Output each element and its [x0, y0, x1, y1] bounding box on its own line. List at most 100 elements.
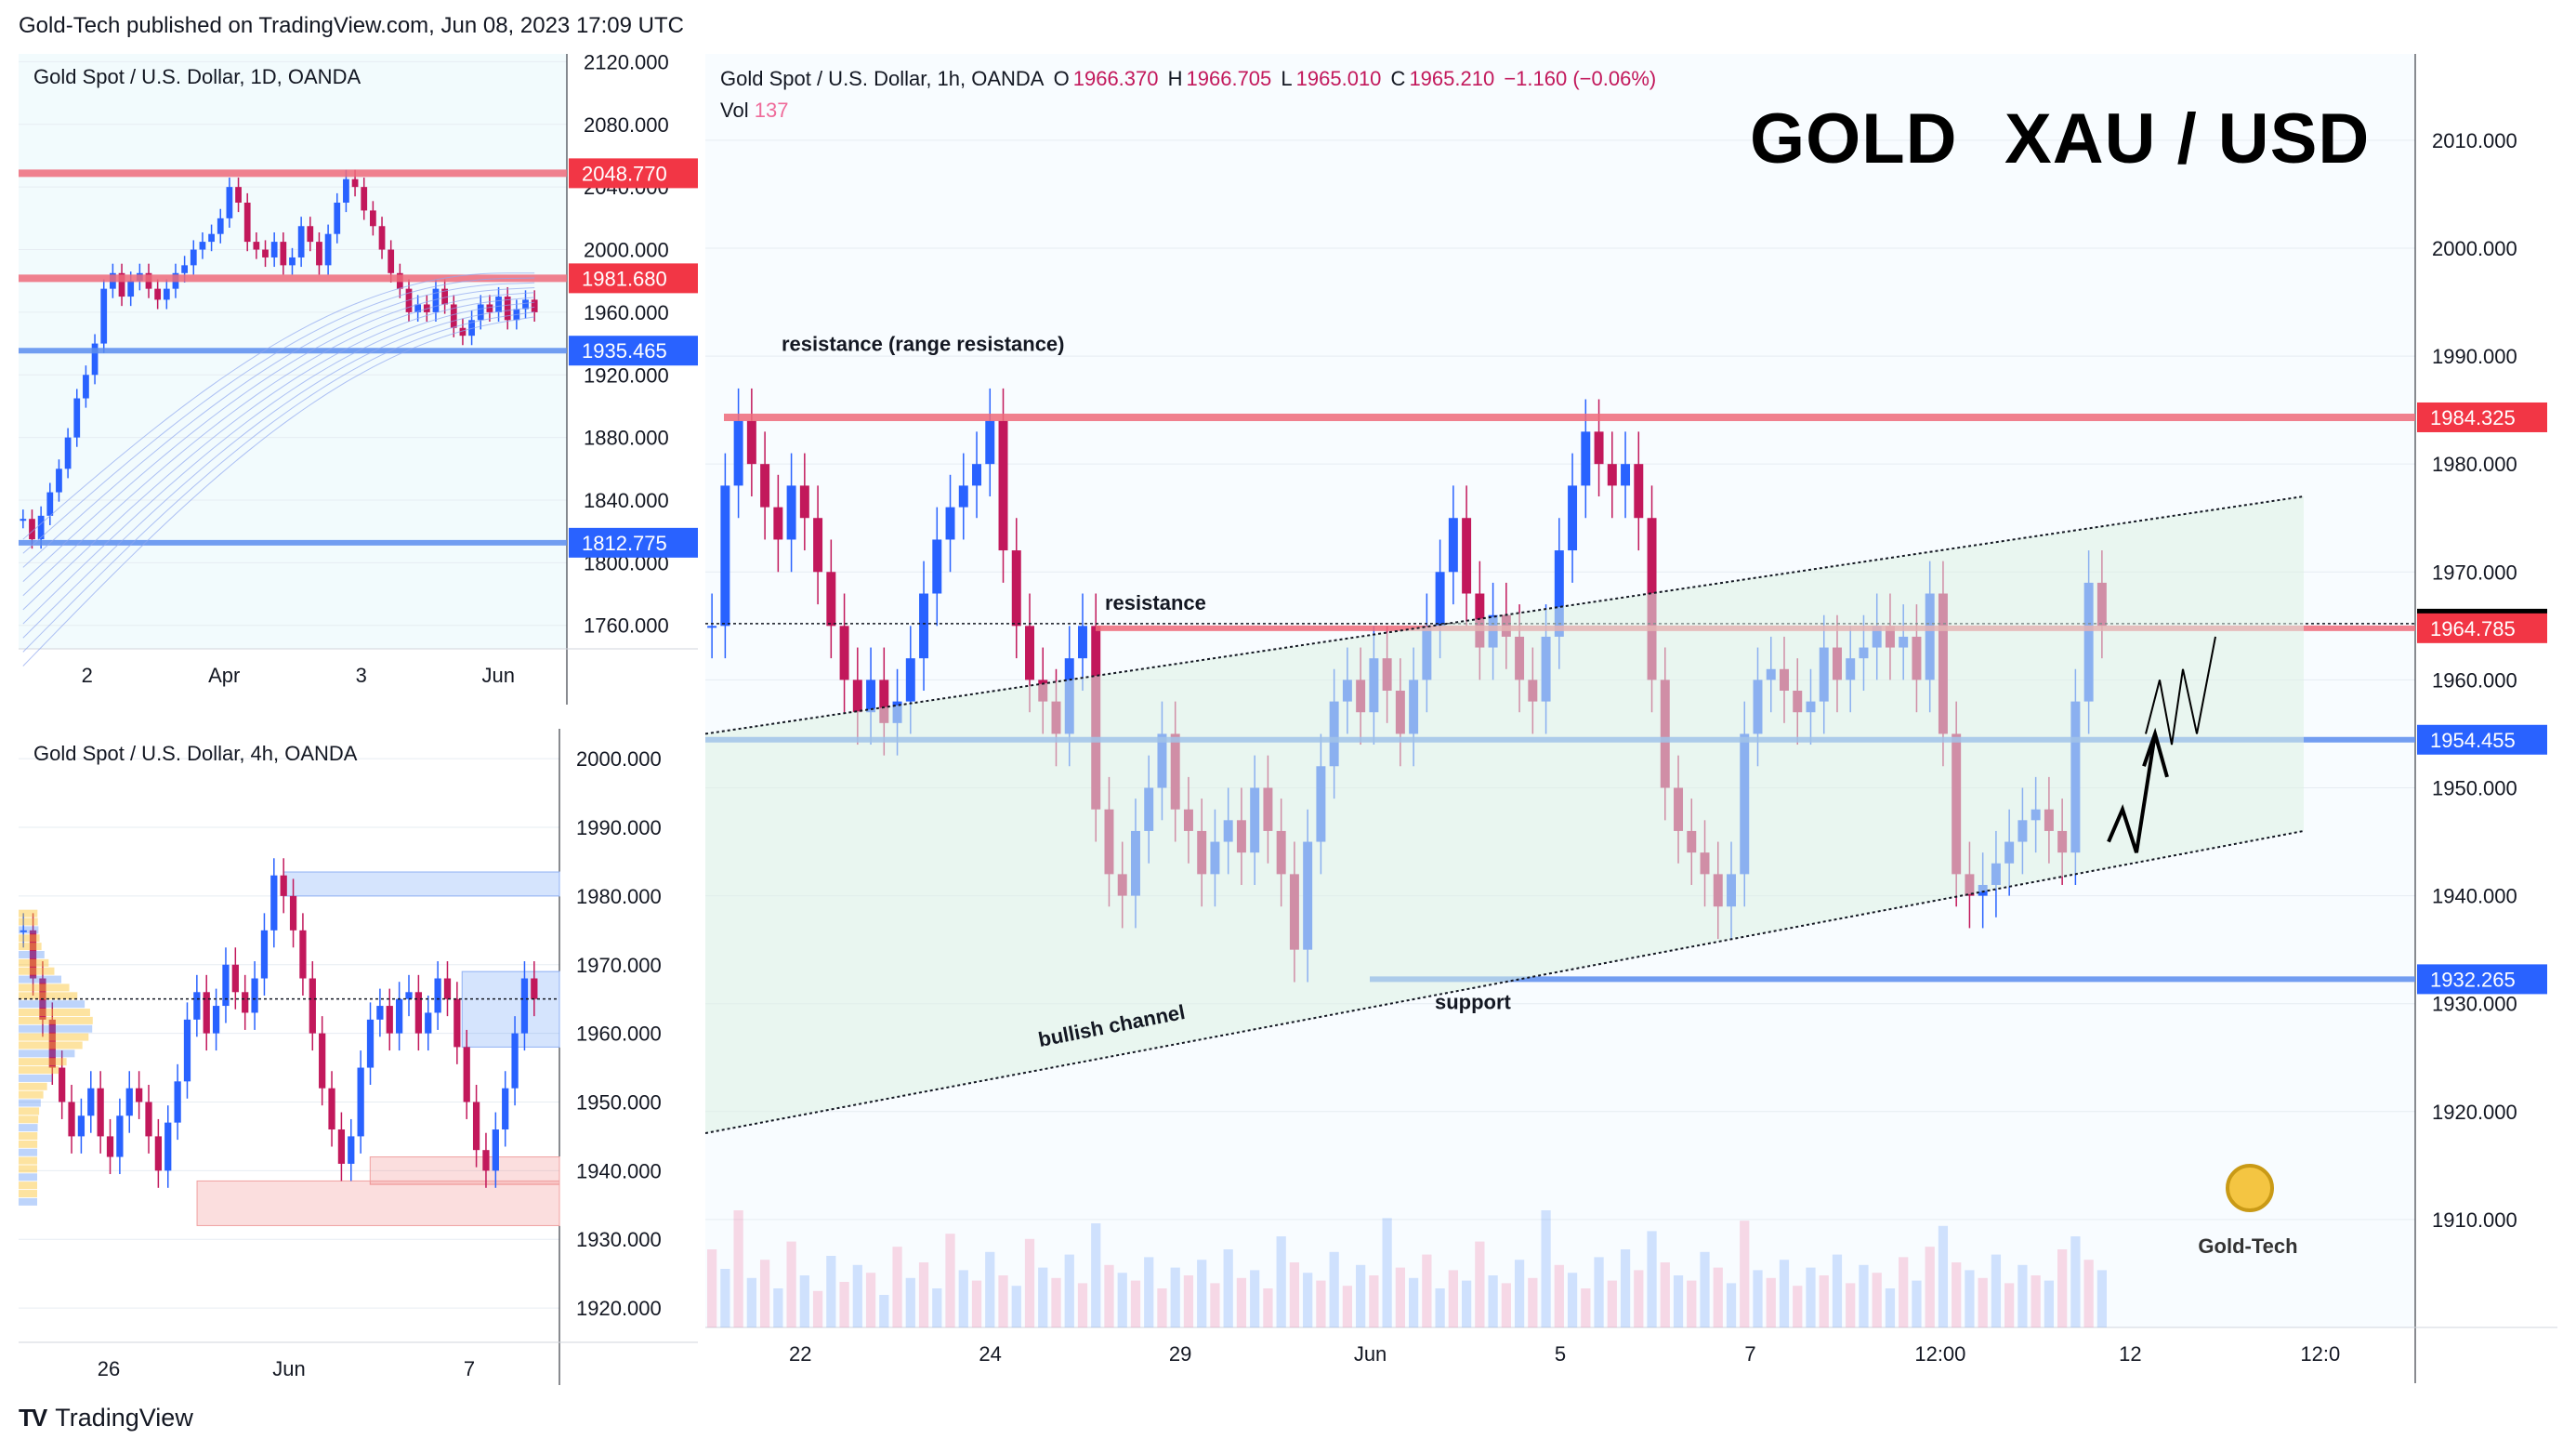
candle-body	[357, 1067, 364, 1137]
volume-profile-bar	[19, 958, 49, 967]
candle-body	[733, 420, 743, 486]
h4-chart-panel[interactable]: 2000.000 1990.000 1980.000 1970.000 1960.000…	[19, 729, 698, 1385]
bullish-channel-fill	[705, 496, 2304, 1134]
y-tick-label: 1760.000	[584, 614, 669, 638]
y-tick-label: 1950.000	[2432, 776, 2517, 799]
volume-bar	[1329, 1251, 1339, 1327]
volume-profile-bar	[19, 1082, 47, 1090]
candle-body	[1462, 518, 1472, 594]
candle-body	[432, 288, 440, 312]
y-tick-label: 1960.000	[584, 301, 669, 324]
volume-bar	[2017, 1264, 2028, 1327]
tradingview-footer[interactable]: TV TradingView	[19, 1404, 193, 1432]
candle-body	[388, 249, 395, 273]
x-tick-label: Jun	[482, 664, 515, 687]
x-tick-label: 22	[789, 1342, 811, 1366]
volume-bar	[1130, 1280, 1141, 1327]
volume-bar	[892, 1247, 902, 1327]
volume-bar	[1554, 1264, 1564, 1327]
tradingview-brand: TradingView	[55, 1404, 193, 1432]
candle-body	[813, 518, 823, 573]
volume-profile-bar	[19, 943, 42, 951]
candle-body	[231, 964, 239, 993]
volume-bar	[1700, 1251, 1710, 1327]
x-tick-label: 26	[98, 1357, 120, 1380]
candle-body	[56, 469, 62, 493]
candle-body	[328, 1088, 335, 1130]
volume-bar	[1991, 1254, 2002, 1327]
volume-bar	[1038, 1267, 1048, 1327]
candle-body	[531, 978, 538, 999]
candle-body	[1581, 431, 1591, 486]
candle-body	[20, 930, 27, 932]
price-label-box	[569, 336, 698, 366]
candle-body	[183, 1019, 191, 1082]
candle-body	[450, 304, 457, 328]
volume-bar	[1422, 1254, 1432, 1327]
volume-bar	[1409, 1277, 1419, 1327]
volume-bar	[879, 1295, 889, 1327]
h4-chart-svg[interactable]: 2000.000 1990.000 1980.000 1970.000 1960.000…	[19, 729, 698, 1385]
volume-bar	[733, 1210, 743, 1327]
candle-body	[522, 299, 529, 310]
channel-upper-line	[705, 495, 2305, 735]
h1-chart-svg[interactable]: 2010.000 2000.000 1990.000 1980.000 1970.000…	[705, 54, 2557, 1385]
volume-bar	[958, 1270, 968, 1327]
tradingview-logo-icon: TV	[19, 1404, 47, 1432]
volume-bar	[1289, 1262, 1300, 1327]
price-label-box	[2417, 724, 2547, 755]
y-tick-label: 2010.000	[2432, 129, 2517, 152]
candle-body	[193, 992, 201, 1020]
candle-body	[1078, 626, 1087, 659]
demand-zone	[196, 1180, 560, 1226]
volume-bar	[1647, 1231, 1657, 1327]
volume-bar	[1793, 1286, 1803, 1327]
candle-body	[1554, 550, 1564, 637]
ma-ribbon-line	[22, 316, 535, 667]
volume-bar	[1925, 1247, 1935, 1327]
volume-bar	[759, 1260, 770, 1327]
volume-bar	[1832, 1254, 1843, 1327]
volume-profile-bar	[19, 1165, 38, 1173]
candle-body	[29, 519, 35, 540]
volume-bar	[945, 1234, 955, 1327]
candle-body	[100, 288, 108, 344]
supply-zone	[283, 871, 560, 897]
y-tick-label: 2000.000	[2432, 237, 2517, 260]
h1-chart-panel[interactable]: 2010.000 2000.000 1990.000 1980.000 1970.000…	[705, 54, 2557, 1385]
gold-tech-logo-icon	[2226, 1164, 2274, 1212]
ohlc-close: 1965.210	[1409, 67, 1495, 90]
volume-bar	[1528, 1277, 1538, 1327]
volume-profile-bar	[19, 909, 38, 917]
candle-body	[154, 288, 162, 300]
y-tick-label: 2080.000	[584, 113, 669, 137]
volume-bar	[1673, 1275, 1684, 1327]
candle-body	[203, 992, 210, 1034]
volume-bar	[905, 1277, 915, 1327]
candle-body	[251, 978, 258, 1013]
candle-body	[289, 895, 297, 931]
candle-body	[405, 992, 413, 999]
candle-body	[425, 1012, 432, 1034]
candle-body	[707, 626, 717, 628]
volume-bar	[932, 1288, 942, 1327]
volume-profile-bar	[19, 934, 40, 943]
candle-body	[1568, 485, 1578, 551]
candle-body	[319, 1033, 326, 1089]
candle-body	[932, 539, 942, 594]
price-label-box	[569, 263, 698, 294]
daily-chart-svg[interactable]: 2120.0002080.0002040.0002000.0001960.000…	[19, 54, 698, 718]
volume-bar	[1461, 1280, 1472, 1327]
x-tick-label: 7	[1744, 1342, 1755, 1366]
volume-bar	[1859, 1264, 1869, 1327]
price-label-box	[569, 527, 698, 558]
candle-body	[334, 203, 341, 234]
x-tick-label: 5	[1555, 1342, 1566, 1366]
candle-body	[297, 226, 305, 257]
x-tick-label: Apr	[208, 664, 240, 687]
candle-body	[83, 375, 89, 399]
candle-body	[495, 297, 502, 312]
volume-bar	[1488, 1275, 1498, 1327]
daily-chart-panel[interactable]: 2120.0002080.0002040.0002000.0001960.000…	[19, 54, 698, 718]
candle-body	[998, 420, 1008, 551]
